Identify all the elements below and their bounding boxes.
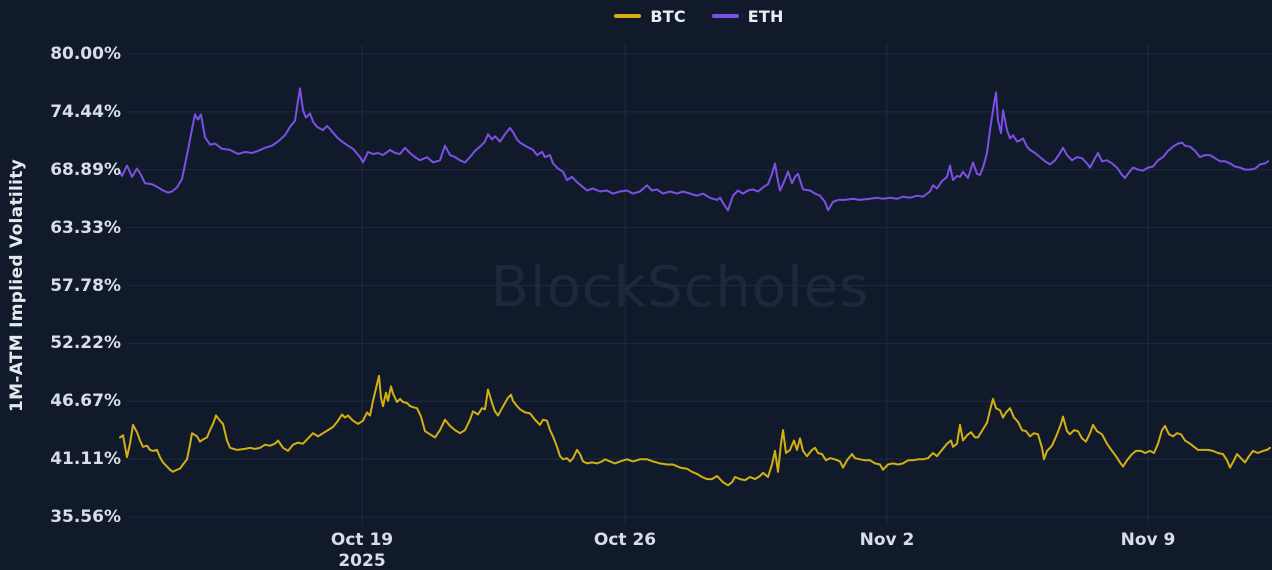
legend-label: BTC: [650, 6, 686, 26]
series-line-eth[interactable]: [117, 87, 1269, 212]
legend-swatch-btc: [614, 14, 642, 18]
legend-item-eth[interactable]: ETH: [711, 6, 784, 26]
legend-swatch-eth: [711, 14, 739, 18]
legend-label: ETH: [747, 6, 784, 26]
series-line-btc[interactable]: [119, 374, 1271, 487]
legend: BTC ETH: [126, 4, 1272, 28]
legend-item-btc[interactable]: BTC: [614, 6, 686, 26]
